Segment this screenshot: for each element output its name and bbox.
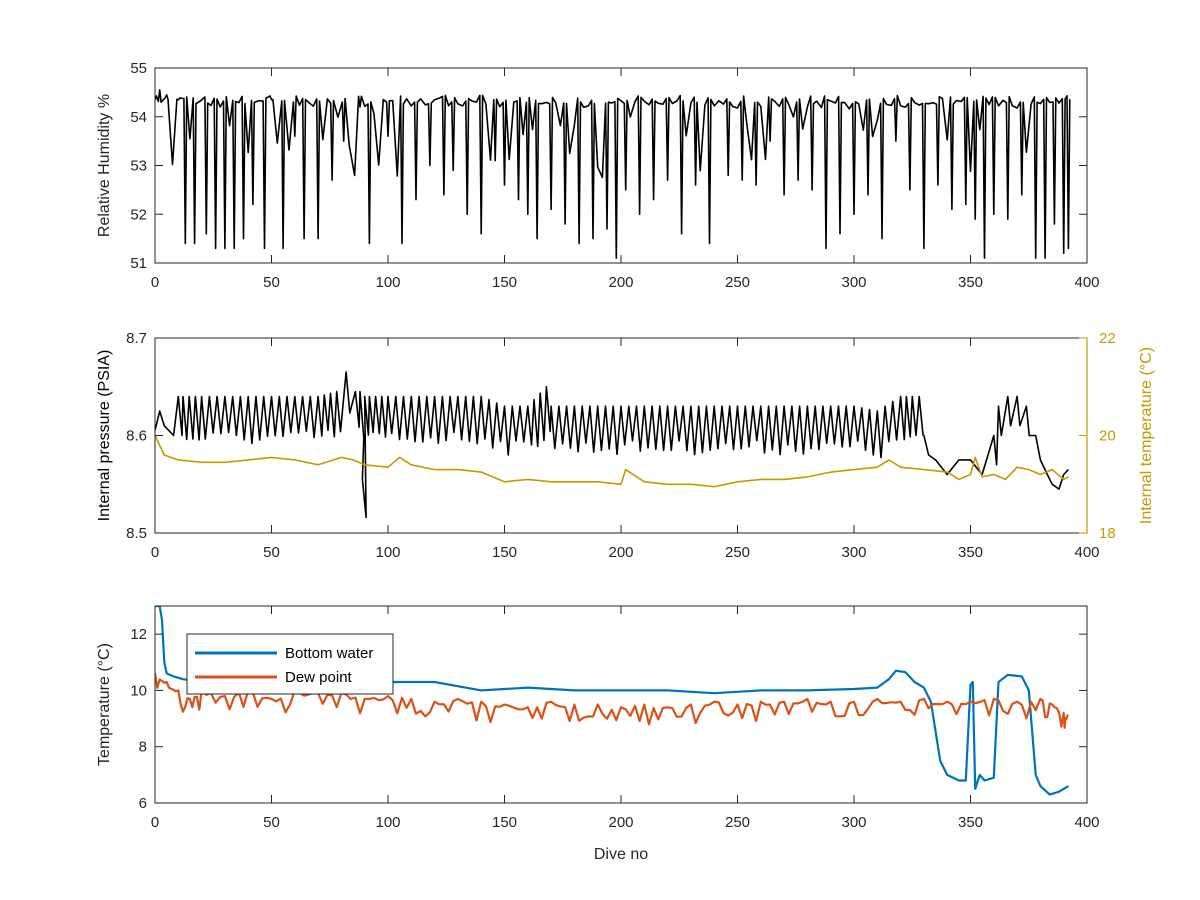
x-tick-label: 50 [263,814,280,831]
x-tick-label: 100 [375,544,400,561]
x-tick-label: 350 [958,814,983,831]
y-tick-label: 10 [130,682,147,699]
x-tick-label: 50 [263,544,280,561]
y-tick-label: 12 [130,626,147,643]
y-tick-label: 8.7 [126,330,147,347]
x-tick-label: 0 [151,274,159,291]
humidity-panel: 0 50 100 150 200 250 300 350 400 51 52 53 54 55 Relati… [96,60,1100,291]
x-tick-label: 0 [151,544,159,561]
x-tick-label: 350 [958,544,983,561]
pressure-temperature-panel: 0 50 100 150 200 250 300 350 400 8.5 8.6 8.7 18 20 22 I… [96,330,1155,561]
series-line-dew-point [155,673,1069,729]
series-group [155,89,1071,259]
x-axis-label: Dive no [594,846,648,863]
x-tick-label: 0 [151,814,159,831]
series-line-middle-1 [155,435,1069,488]
y-tick-label: 8.6 [126,428,147,445]
legend-label: Bottom water [285,645,373,662]
x-tick-label: 100 [375,814,400,831]
x-tick-label: 300 [841,274,866,291]
x-tick-label: 100 [375,274,400,291]
x-tick-label: 150 [492,544,517,561]
x-tick-label: 400 [1074,274,1099,291]
x-tick-label: 200 [608,544,633,561]
x-tick-label: 200 [608,274,633,291]
x-tick-label: 200 [608,814,633,831]
series-line-middle-0 [155,371,1069,519]
y-right-tick-label: 20 [1099,428,1116,445]
plot-area [155,338,1087,533]
y-axis-label: Temperature (°C) [96,643,113,766]
y-tick-label: 54 [130,109,147,126]
y-tick-label: 53 [130,158,147,175]
series-group [155,371,1069,519]
temperature-panel: 0 50 100 150 200 250 300 350 400 6 8 10 12 Temperatur… [96,605,1100,863]
y-right-tick-label: 22 [1099,330,1116,347]
x-tick-label: 350 [958,274,983,291]
x-tick-label: 400 [1074,814,1099,831]
x-tick-label: 400 [1074,544,1099,561]
y-tick-label: 6 [139,795,147,812]
y-right-axis-label: Internal temperature (°C) [1138,347,1155,524]
y-right-tick-label: 18 [1099,525,1116,542]
x-tick-label: 150 [492,274,517,291]
x-tick-label: 150 [492,814,517,831]
series-line-top-0 [155,89,1071,259]
x-tick-label: 250 [725,274,750,291]
x-tick-label: 50 [263,274,280,291]
y-tick-label: 8.5 [126,525,147,542]
x-tick-label: 250 [725,814,750,831]
y-tick-label: 51 [130,255,147,272]
legend: Bottom water Dew point [186,633,394,695]
y-axis-label: Relative Humidity % [96,94,113,237]
legend-label: Dew point [285,669,353,686]
x-tick-label: 300 [841,814,866,831]
y-tick-label: 55 [130,60,147,77]
plot-area [155,68,1087,263]
x-tick-label: 250 [725,544,750,561]
y-tick-label: 8 [139,739,147,756]
x-tick-label: 300 [841,544,866,561]
legend-box [186,633,394,695]
y-tick-label: 52 [130,206,147,223]
y-axis-label: Internal pressure (PSIA) [96,350,113,522]
